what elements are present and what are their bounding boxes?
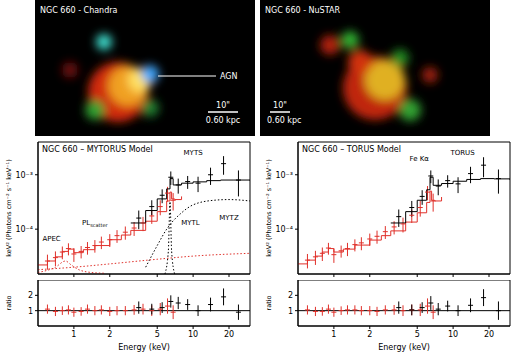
svg-text:10: 10 bbox=[448, 330, 458, 339]
svg-text:MYTL: MYTL bbox=[181, 219, 200, 227]
svg-text:1: 1 bbox=[71, 330, 76, 339]
html-text:NGC 660 – TORUS Model: NGC 660 – TORUS Model bbox=[302, 145, 401, 154]
svg-text:2: 2 bbox=[28, 291, 33, 300]
svg-text:keV² (Photons cm⁻² s⁻¹ keV⁻¹): keV² (Photons cm⁻² s⁻¹ keV⁻¹) bbox=[265, 159, 273, 256]
svg-text:Energy (keV): Energy (keV) bbox=[118, 343, 170, 352]
svg-text:2: 2 bbox=[367, 330, 372, 339]
svg-text:10⁻³: 10⁻³ bbox=[275, 171, 293, 180]
svg-text:Fe Kα: Fe Kα bbox=[410, 155, 430, 163]
svg-text:AGN: AGN bbox=[220, 72, 238, 81]
svg-text:20: 20 bbox=[484, 330, 494, 339]
svg-text:2: 2 bbox=[107, 330, 112, 339]
svg-text:Energy (keV): Energy (keV) bbox=[378, 343, 430, 352]
svg-text:5: 5 bbox=[155, 330, 160, 339]
svg-text:TORUS: TORUS bbox=[449, 149, 475, 157]
svg-text:NGC 660 - Chandra: NGC 660 - Chandra bbox=[40, 6, 118, 15]
svg-text:1: 1 bbox=[28, 307, 33, 316]
svg-text:MYTZ: MYTZ bbox=[219, 214, 239, 222]
svg-text:ratio: ratio bbox=[5, 295, 13, 310]
svg-text:2: 2 bbox=[288, 291, 293, 300]
svg-text:10⁻⁴: 10⁻⁴ bbox=[15, 225, 33, 234]
svg-text:10⁻⁴: 10⁻⁴ bbox=[275, 225, 293, 234]
svg-text:20: 20 bbox=[224, 330, 234, 339]
svg-text:10: 10 bbox=[188, 330, 198, 339]
svg-text:MYTS: MYTS bbox=[184, 149, 204, 157]
svg-text:NGC 660 - NuSTAR: NGC 660 - NuSTAR bbox=[265, 6, 340, 15]
svg-text:keV² (Photons cm⁻² s⁻¹ keV⁻¹): keV² (Photons cm⁻² s⁻¹ keV⁻¹) bbox=[5, 159, 13, 256]
svg-text:1: 1 bbox=[331, 330, 336, 339]
svg-text:1: 1 bbox=[288, 307, 293, 316]
svg-text:ratio: ratio bbox=[265, 295, 273, 310]
svg-text:10⁻³: 10⁻³ bbox=[15, 171, 33, 180]
svg-text:10": 10" bbox=[273, 101, 287, 110]
svg-text:10": 10" bbox=[216, 101, 230, 110]
html-text:NGC 660 – MYTORUS Model: NGC 660 – MYTORUS Model bbox=[42, 145, 153, 154]
svg-text:0.60 kpc: 0.60 kpc bbox=[267, 116, 301, 125]
svg-text:0.60 kpc: 0.60 kpc bbox=[206, 116, 240, 125]
svg-text:5: 5 bbox=[415, 330, 420, 339]
svg-text:APEC: APEC bbox=[42, 235, 60, 243]
svg-text:PLscatter: PLscatter bbox=[82, 219, 109, 228]
